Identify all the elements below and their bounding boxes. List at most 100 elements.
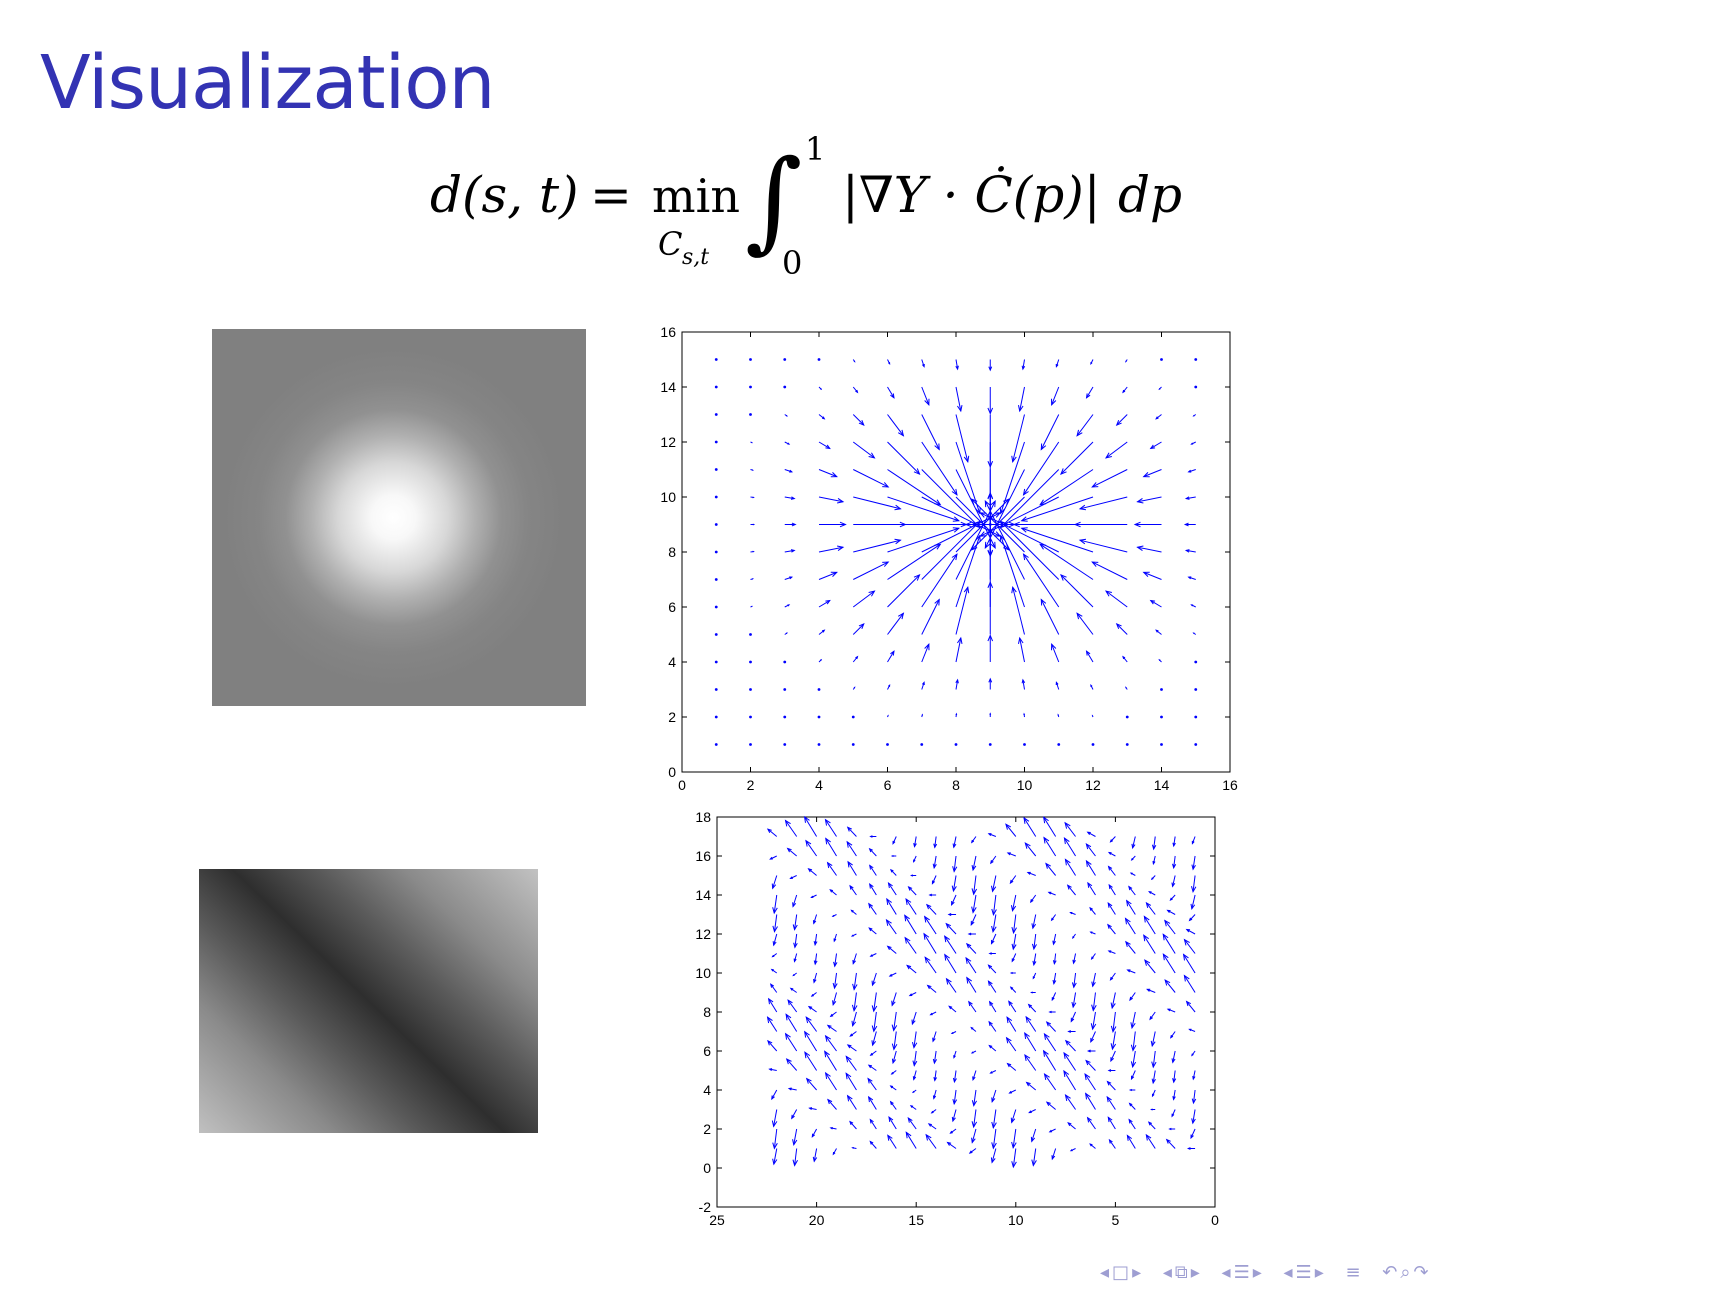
vector-arrowhead <box>929 1012 933 1016</box>
vector-arrowhead <box>1128 885 1133 891</box>
vector-arrow <box>825 819 837 837</box>
vector-arrowhead <box>752 496 755 499</box>
vector-arrowhead <box>1168 1127 1172 1131</box>
vector-arrowhead <box>1130 1075 1135 1081</box>
prev-subsection-icon[interactable]: ◂ <box>1162 1262 1172 1283</box>
back-icon[interactable]: ↶ <box>1382 1262 1398 1283</box>
vector-arrowhead <box>1133 521 1141 528</box>
vector-arrowhead <box>965 956 972 964</box>
vector-arrow <box>1085 843 1096 857</box>
vector-dot <box>920 743 924 746</box>
vector-arrowhead <box>1005 1036 1012 1044</box>
vector-arrowhead <box>1011 943 1017 951</box>
vector-arrowhead <box>1190 442 1194 445</box>
y-tick-label: 14 <box>695 887 711 903</box>
y-tick-label: -2 <box>699 1199 712 1215</box>
vector-dot <box>817 715 821 719</box>
vector-arrow <box>921 599 940 635</box>
vector-arrowhead <box>1164 979 1171 986</box>
y-tick-label: 6 <box>703 1043 711 1059</box>
vector-arrow <box>1186 1001 1196 1013</box>
vector-arrowhead <box>811 1133 816 1138</box>
vector-arrowhead <box>1171 1058 1176 1064</box>
x-tick-label: 10 <box>1008 1212 1024 1228</box>
vector-arrowhead <box>888 1116 894 1123</box>
vector-arrow <box>1128 886 1136 896</box>
next-section-icon[interactable]: ▸ <box>1252 1262 1262 1283</box>
vector-arrow <box>904 937 917 954</box>
prev-frame-icon[interactable]: ◂ <box>1100 1262 1110 1283</box>
vector-arrow <box>793 953 798 962</box>
vector-arrow <box>1192 1070 1196 1080</box>
vector-arrowhead <box>1165 1138 1171 1144</box>
y-tick-label: 6 <box>668 599 676 615</box>
vector-arrow <box>970 914 977 926</box>
part-icon[interactable]: ☰ <box>1295 1262 1312 1283</box>
vector-arrow <box>973 1109 977 1128</box>
subsection-icon[interactable]: ⧉ <box>1174 1262 1188 1283</box>
vector-arrowhead <box>889 1100 894 1106</box>
vector-arrow <box>887 496 959 522</box>
vector-arrowhead <box>785 414 788 417</box>
vector-arrowhead <box>868 927 873 932</box>
vector-arrowhead <box>943 935 950 943</box>
vector-arrow <box>814 953 818 965</box>
vector-arrowhead <box>950 1031 954 1035</box>
vector-arrowhead <box>868 902 873 909</box>
vector-arrow <box>1012 587 1025 635</box>
vector-arrowhead <box>1191 1098 1197 1105</box>
vector-arrow <box>1053 933 1057 945</box>
vector-arrowhead <box>792 1159 799 1167</box>
vector-arrowhead <box>821 416 826 420</box>
vector-arrowhead <box>951 901 955 906</box>
vector-arrow <box>868 1096 877 1110</box>
vector-arrow <box>1107 924 1116 935</box>
vector-arrowhead <box>988 952 992 955</box>
vector-arrowhead <box>1086 831 1091 835</box>
vector-arrow <box>921 386 930 405</box>
vector-arrowhead <box>926 984 932 990</box>
vector-arrow <box>1144 959 1156 974</box>
vector-arrowhead <box>987 407 994 415</box>
vector-arrowhead <box>1190 1134 1194 1140</box>
vector-arrowhead <box>989 712 992 715</box>
vector-arrowhead <box>1188 1028 1192 1032</box>
align-icon[interactable]: ≡ <box>1345 1262 1361 1283</box>
prev-section-icon[interactable]: ◂ <box>1221 1262 1231 1283</box>
vector-arrowhead <box>1182 953 1189 961</box>
forward-icon[interactable]: ↷ <box>1413 1262 1429 1283</box>
vector-arrowhead <box>990 860 994 865</box>
vector-arrowhead <box>932 1037 936 1043</box>
vector-arrow <box>921 644 930 663</box>
vector-arrow <box>1173 836 1176 847</box>
vector-arrow <box>1079 496 1128 510</box>
vector-dot <box>714 605 718 609</box>
next-frame-icon[interactable]: ▸ <box>1132 1262 1142 1283</box>
vector-arrowhead <box>1085 1059 1091 1066</box>
vector-arrowhead <box>987 634 994 642</box>
vector-arrowhead <box>990 885 997 893</box>
next-part-icon[interactable]: ▸ <box>1314 1262 1324 1283</box>
vector-arrowhead <box>988 1000 994 1006</box>
vector-arrow <box>825 1072 837 1091</box>
frame-icon[interactable]: □ <box>1112 1262 1130 1283</box>
vector-arrowhead <box>1012 521 1020 528</box>
next-subsection-icon[interactable]: ▸ <box>1190 1262 1200 1283</box>
vector-arrowhead <box>787 442 791 445</box>
vector-dot <box>1023 743 1026 746</box>
vector-arrowhead <box>1008 1000 1013 1006</box>
vector-arrow <box>1033 933 1037 949</box>
vector-arrowhead <box>1055 363 1059 368</box>
equation-min: min <box>652 169 740 223</box>
search-icon[interactable]: ⌕ <box>1400 1262 1411 1283</box>
vector-arrowhead <box>1171 882 1176 888</box>
y-tick-label: 2 <box>703 1121 711 1137</box>
vector-arrow <box>1005 823 1017 837</box>
vector-dot <box>783 715 787 719</box>
vector-arrowhead <box>934 443 940 451</box>
section-icon[interactable]: ☰ <box>1233 1262 1250 1283</box>
prev-part-icon[interactable]: ◂ <box>1283 1262 1293 1283</box>
vector-arrow <box>1125 918 1136 935</box>
y-tick-label: 14 <box>660 379 676 395</box>
vector-arrow <box>1023 553 1060 608</box>
